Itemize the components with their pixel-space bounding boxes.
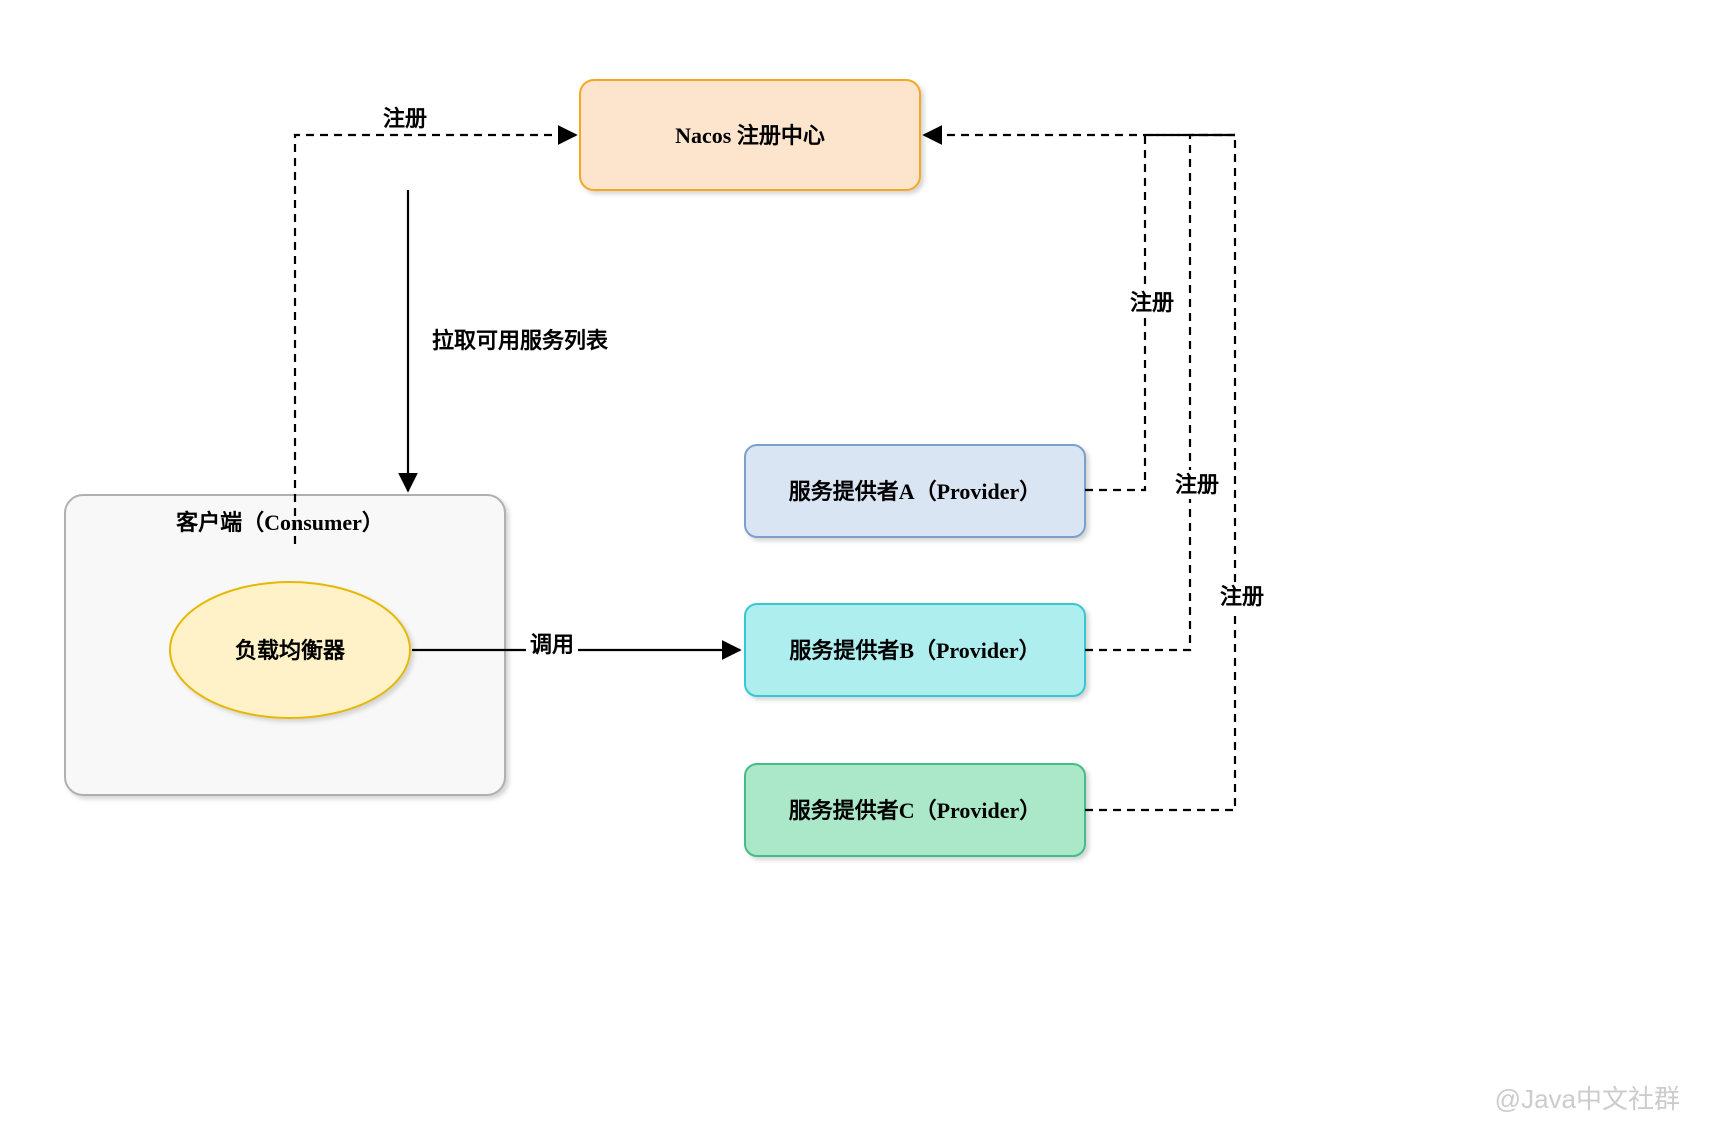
node-label-provider_c: 服务提供者C（Provider） (789, 798, 1042, 823)
architecture-diagram: 客户端（Consumer） 负载均衡器 Nacos 注册中心服务提供者A（Provi… (0, 0, 1714, 1136)
edge-label-consumer_register: 注册 (383, 106, 427, 131)
edge-provider_b_register (1085, 135, 1235, 650)
node-provider_a: 服务提供者A（Provider） (745, 445, 1085, 537)
node-label-provider_b: 服务提供者B（Provider） (789, 638, 1040, 663)
node-label-consumer_container: 客户端（Consumer） (176, 510, 384, 535)
edge-label-fetch_services: 拉取可用服务列表 (432, 328, 609, 353)
node-provider_c: 服务提供者C（Provider） (745, 764, 1085, 856)
edge-label-provider_a_register: 注册 (1130, 290, 1174, 315)
edge-label-provider_b_register: 注册 (1175, 472, 1219, 497)
edge-label-call: 调用 (530, 632, 574, 657)
node-label-nacos: Nacos 注册中心 (675, 123, 825, 148)
node-nacos: Nacos 注册中心 (580, 80, 920, 190)
node-provider_b: 服务提供者B（Provider） (745, 604, 1085, 696)
edge-label-provider_c_register: 注册 (1220, 584, 1264, 609)
node-load_balancer: 负载均衡器 (170, 582, 410, 718)
watermark-text: @Java中文社群 (1495, 1079, 1680, 1116)
node-label-load_balancer: 负载均衡器 (235, 638, 346, 663)
node-label-provider_a: 服务提供者A（Provider） (789, 479, 1042, 504)
